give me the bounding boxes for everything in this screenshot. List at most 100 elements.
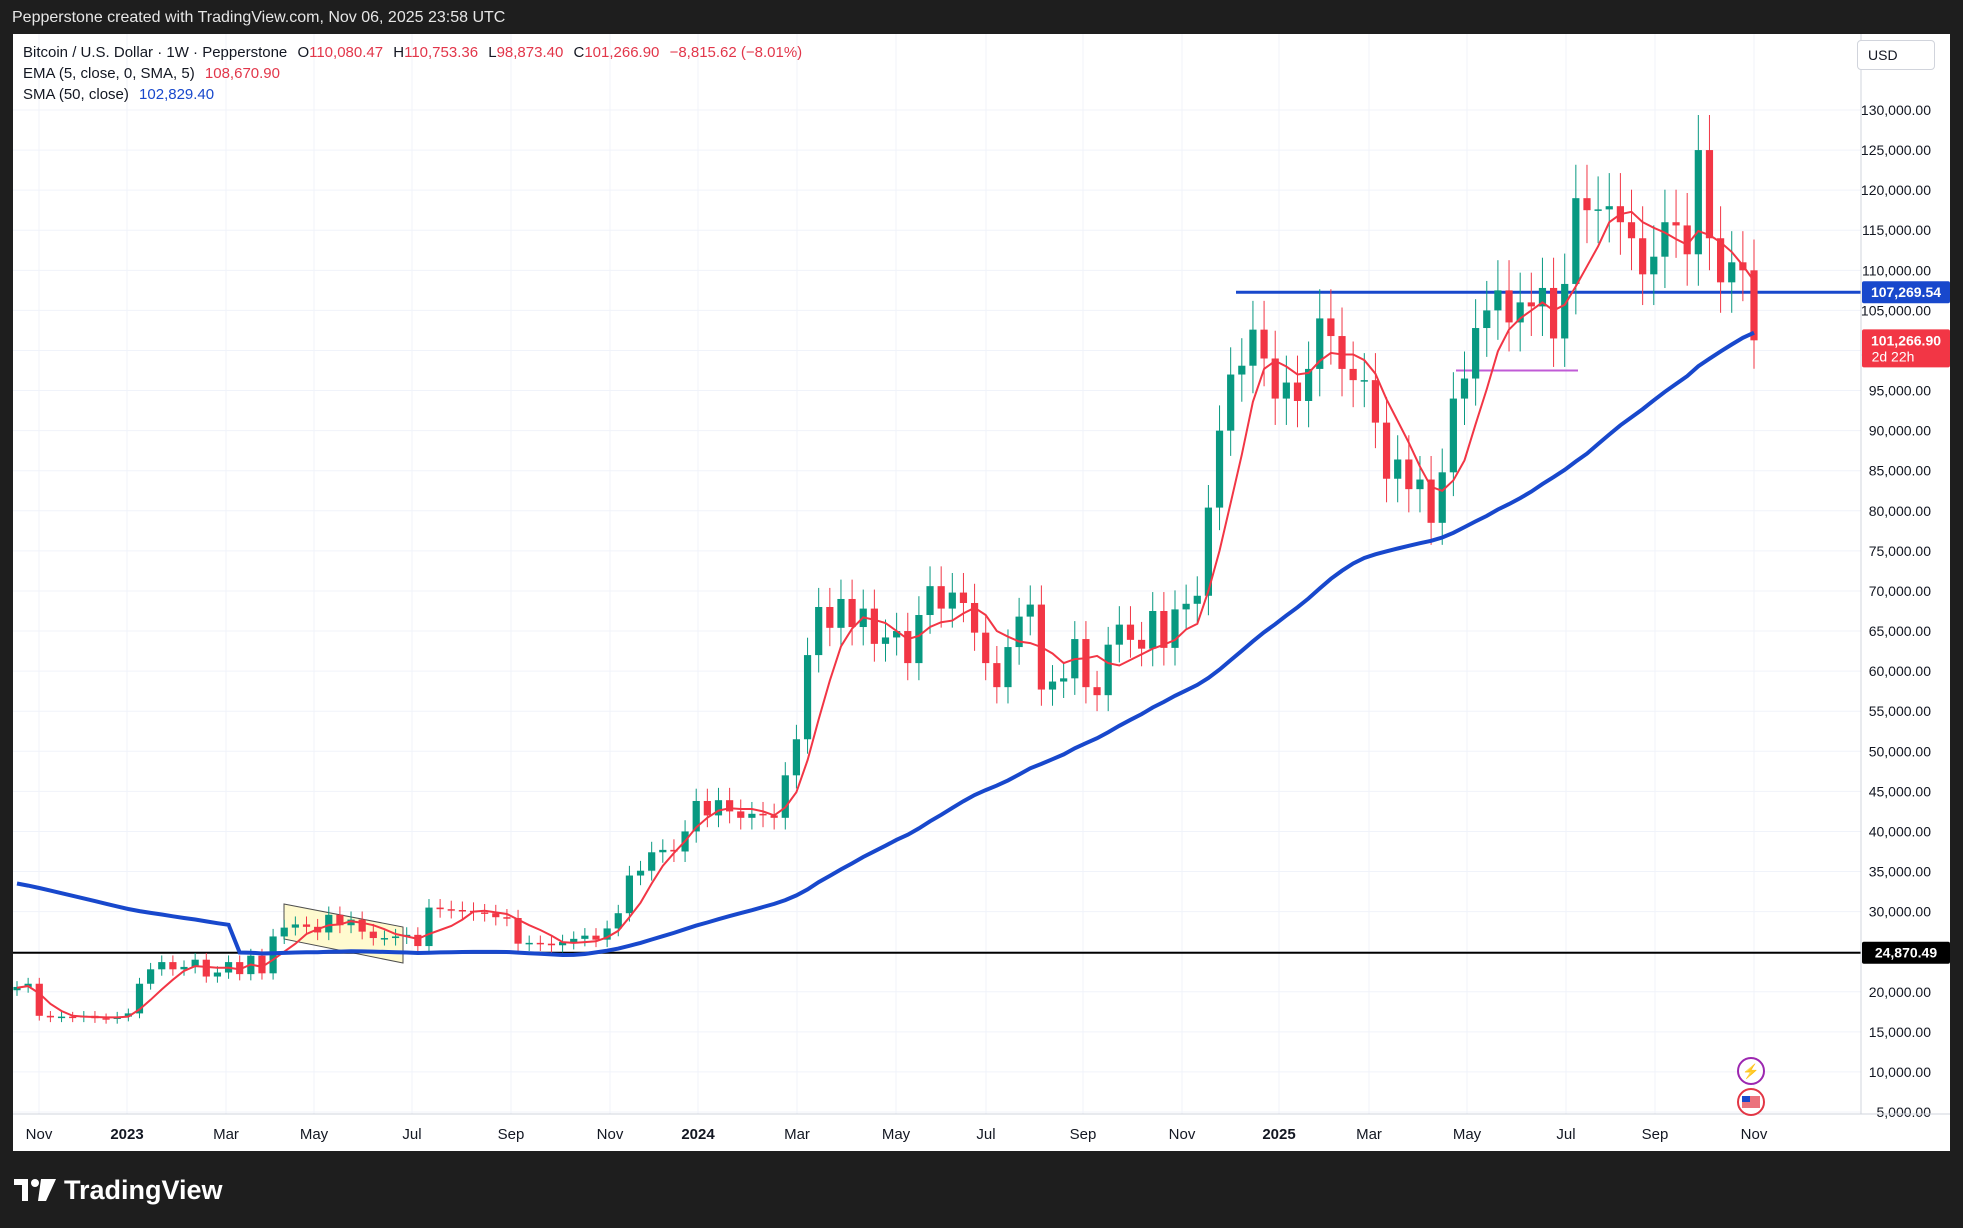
candle-body — [180, 966, 188, 970]
symbol-title[interactable]: Bitcoin / U.S. Dollar · 1W · Pepperstone — [23, 44, 288, 61]
candle-body — [1605, 206, 1613, 210]
support-price-tag-bg — [1862, 941, 1950, 964]
candle-body — [792, 739, 801, 776]
candle-body — [670, 849, 678, 852]
candle-body — [369, 931, 377, 939]
price-tick-label: 50,000.00 — [1869, 743, 1931, 759]
candle-body — [1561, 283, 1569, 339]
price-tick-label: 65,000.00 — [1869, 623, 1931, 639]
close-value: 101,266.90 — [584, 44, 660, 61]
price-tick-label: 125,000.00 — [1861, 142, 1931, 158]
candle-body — [1137, 639, 1146, 649]
resistance-price-tag: 107,269.54 — [1871, 284, 1941, 300]
price-tick-label: 10,000.00 — [1869, 1064, 1931, 1080]
candle-body — [1494, 290, 1502, 311]
candle-body — [1260, 329, 1268, 359]
candle-body — [993, 663, 1001, 688]
ema-line — [16, 210, 1755, 1019]
candle-body — [1093, 687, 1101, 696]
time-tick-label: May — [882, 1126, 911, 1143]
candle-body — [1572, 198, 1580, 284]
candle-body — [1227, 374, 1235, 431]
time-tick-label: 2024 — [681, 1126, 715, 1143]
legend-ema-row[interactable]: EMA (5, close, 0, SMA, 5) 108,670.90 — [23, 63, 802, 84]
candle-body — [1360, 380, 1368, 382]
candle-body — [970, 602, 979, 633]
candle-body — [1204, 507, 1213, 596]
candle-body — [1394, 459, 1402, 479]
candle-body — [13, 986, 21, 991]
indicator-badges[interactable]: ⚡ — [1737, 1057, 1765, 1116]
price-tick-label: 120,000.00 — [1861, 182, 1931, 198]
candle-body — [1472, 328, 1480, 379]
tradingview-logo[interactable]: TradingView — [14, 1175, 223, 1206]
candle-body — [714, 800, 723, 816]
legend-symbol-row: Bitcoin / U.S. Dollar · 1W · Pepperstone… — [23, 42, 802, 63]
candle-body — [625, 875, 634, 914]
candle-body — [69, 1016, 77, 1019]
brand-text: TradingView — [64, 1175, 223, 1205]
candle-body — [302, 924, 311, 927]
candle-body — [781, 775, 789, 818]
candle-body — [1015, 616, 1023, 648]
time-tick-label: Sep — [1070, 1126, 1097, 1143]
candle-body — [1238, 365, 1246, 375]
candle-body — [592, 935, 600, 940]
ai-assist-icon[interactable] — [1737, 1057, 1765, 1085]
candle-body — [1538, 287, 1547, 307]
open-value: 110,080.47 — [309, 44, 384, 61]
open-label: O — [297, 44, 310, 61]
candle-body — [514, 918, 522, 944]
candle-body — [191, 959, 199, 967]
candle-body — [1026, 604, 1034, 617]
high-value: 110,753.36 — [404, 44, 479, 61]
candle-body — [1527, 302, 1535, 307]
legend-sma-row[interactable]: SMA (50, close) 102,829.40 — [23, 84, 802, 105]
candle-body — [358, 919, 366, 932]
candle-body — [525, 942, 533, 945]
currency-button[interactable]: USD — [1857, 40, 1935, 70]
candle-body — [558, 942, 567, 946]
time-tick-label: Sep — [1642, 1126, 1669, 1143]
support-price-tag: 24,870.49 — [1875, 945, 1937, 961]
candle-body — [737, 811, 745, 818]
price-tick-label: 90,000.00 — [1869, 423, 1931, 439]
candle-body — [570, 938, 578, 943]
chart-legend: Bitcoin / U.S. Dollar · 1W · Pepperstone… — [23, 42, 802, 105]
candle-body — [536, 942, 544, 945]
candle-body — [893, 631, 901, 638]
candle-body — [414, 934, 422, 947]
current-price-tag: 101,266.90 — [1871, 332, 1941, 348]
candle-body — [347, 919, 355, 926]
candle-body — [124, 1013, 132, 1017]
time-tick-label: Mar — [213, 1126, 239, 1143]
candle-body — [1104, 644, 1112, 696]
price-tick-label: 115,000.00 — [1862, 222, 1931, 238]
candle-body — [1705, 150, 1714, 239]
candle-body — [1149, 611, 1157, 649]
candle-body — [1160, 611, 1168, 648]
candle-body — [1438, 472, 1446, 523]
candle-body — [147, 969, 155, 984]
price-chart[interactable]: 5,000.0010,000.0015,000.0020,000.0025,00… — [13, 34, 1950, 1151]
candle-body — [982, 632, 990, 664]
time-tick-label: Jul — [1556, 1126, 1575, 1143]
candle-body — [848, 598, 856, 628]
candle-body — [1639, 238, 1647, 275]
candle-body — [57, 1016, 66, 1019]
candle-body — [926, 586, 934, 616]
chart-panel[interactable]: 5,000.0010,000.0015,000.0020,000.0025,00… — [13, 34, 1950, 1151]
candle-body — [325, 914, 333, 933]
time-tick-label: Nov — [597, 1126, 624, 1143]
candle-body — [1594, 209, 1602, 211]
price-tick-label: 55,000.00 — [1869, 703, 1931, 719]
candle-body — [291, 924, 299, 928]
price-tick-label: 70,000.00 — [1869, 583, 1931, 599]
candle-body — [1661, 222, 1669, 257]
candle-body — [748, 813, 756, 818]
candle-body — [815, 606, 823, 656]
price-tick-label: 130,000.00 — [1861, 102, 1931, 118]
time-tick-label: Mar — [1356, 1126, 1382, 1143]
candle-body — [959, 592, 968, 603]
candle-body — [458, 909, 466, 912]
